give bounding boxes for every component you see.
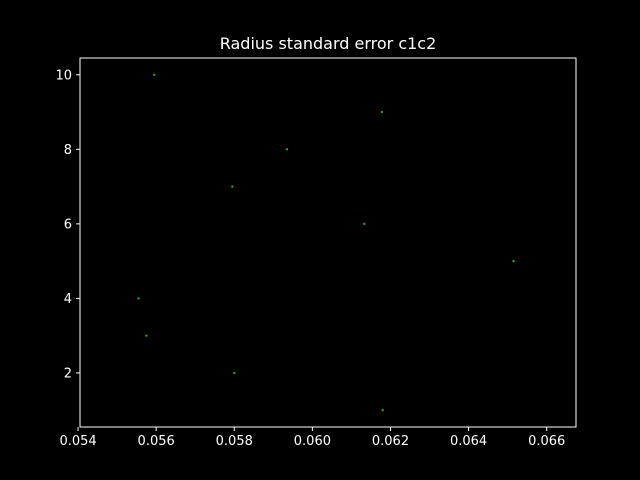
y-tick-label: 8 <box>64 143 72 158</box>
plot-area-frame <box>79 57 577 428</box>
data-point <box>231 185 234 188</box>
data-point <box>381 409 384 412</box>
data-point <box>153 73 156 76</box>
data-point <box>363 222 366 226</box>
y-tick-label: 2 <box>64 366 72 381</box>
x-axis: 0.054 0.056 0.058 0.060 0.062 0.064 0.066 <box>59 427 565 449</box>
data-points <box>137 73 515 412</box>
data-point <box>380 110 384 114</box>
data-point <box>233 371 236 375</box>
x-tick-label: 0.056 <box>138 434 175 449</box>
x-tick-label: 0.066 <box>528 434 565 449</box>
x-tick-label: 0.058 <box>216 434 253 449</box>
data-point <box>145 334 148 337</box>
y-tick-label: 6 <box>64 217 72 232</box>
chart-title: Radius standard error c1c2 <box>220 34 437 53</box>
y-axis: 2 4 6 8 10 <box>55 68 80 381</box>
x-tick-label: 0.054 <box>59 434 96 449</box>
x-tick-label: 0.062 <box>372 434 409 449</box>
data-point <box>285 148 289 151</box>
x-tick-label: 0.060 <box>294 434 331 449</box>
data-point <box>137 297 140 300</box>
x-tick-label: 0.064 <box>450 434 487 449</box>
y-tick-label: 10 <box>55 68 72 83</box>
y-tick-label: 4 <box>64 292 72 307</box>
data-point <box>512 259 515 263</box>
